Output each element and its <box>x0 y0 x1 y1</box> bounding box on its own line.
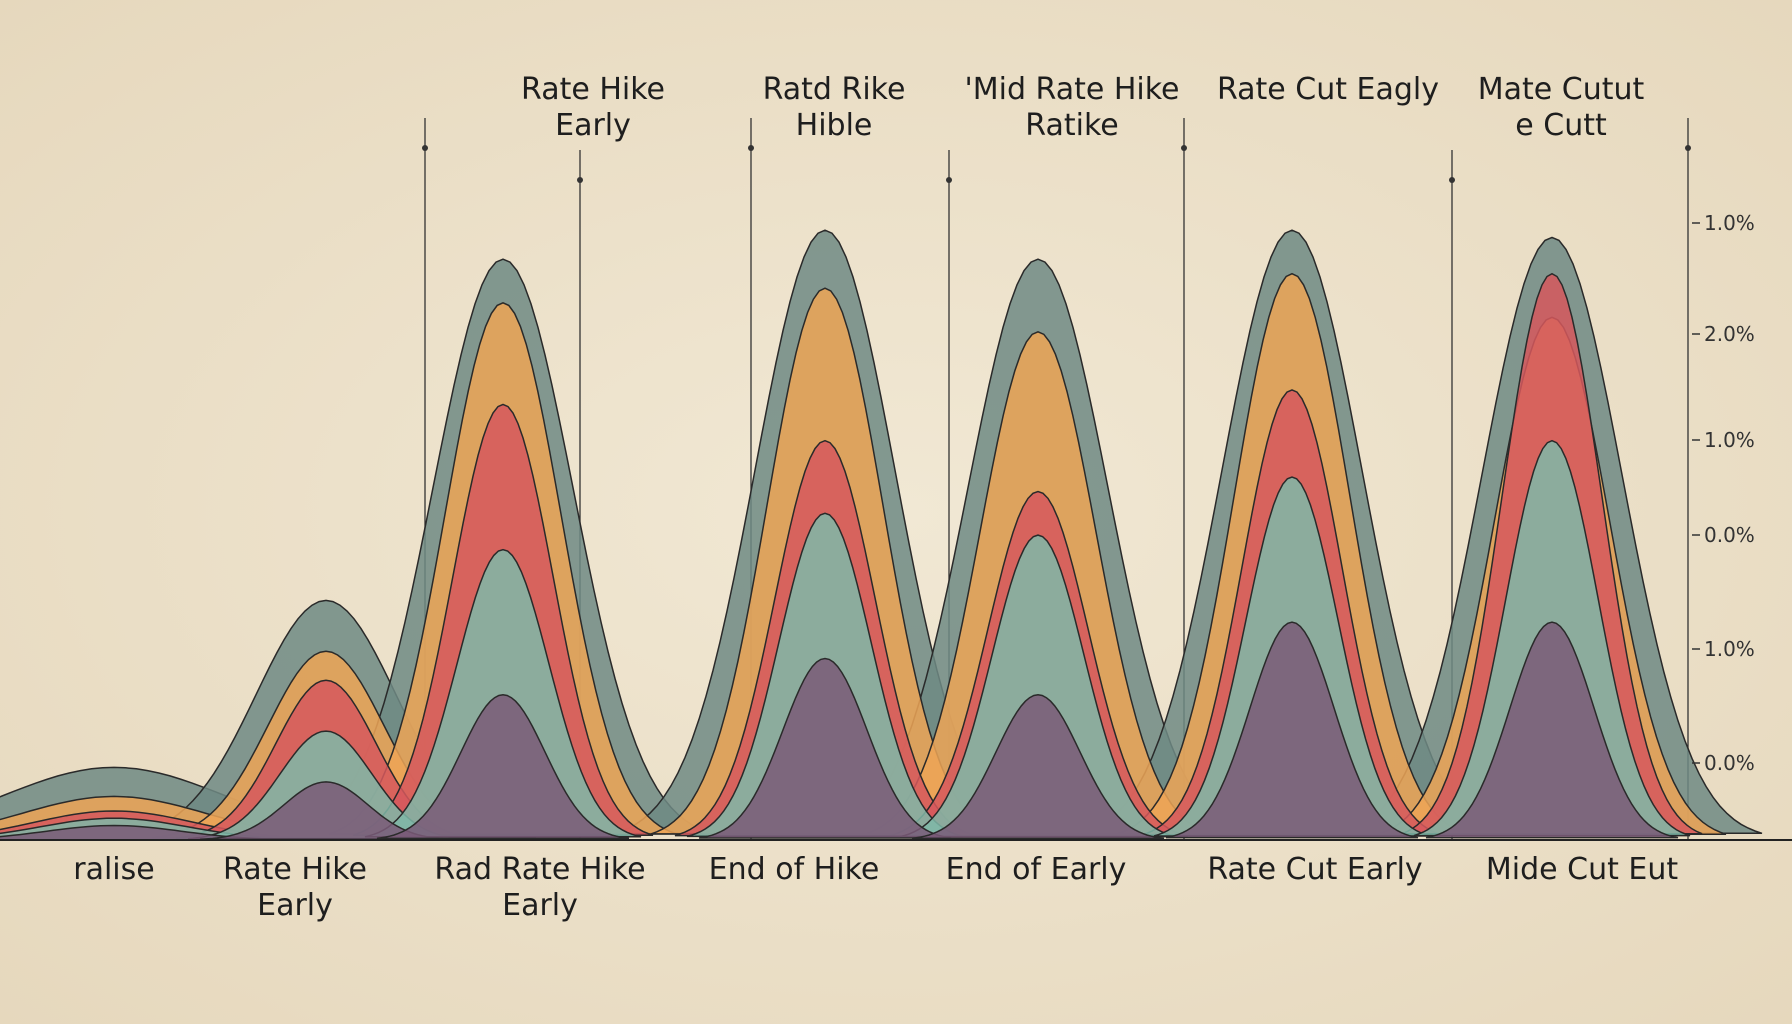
x-tick-label: ralise <box>73 852 155 887</box>
top-label: Rate Cut Eagly <box>1216 72 1440 107</box>
axis-label: 1.0% <box>1704 211 1755 235</box>
x-tick-label: Mide Cut Eut <box>1485 852 1679 887</box>
top-label: Ratd Rike Hible <box>762 72 906 143</box>
top-label: 'Mid Rate Hike Ratike <box>964 72 1180 143</box>
ridges <box>0 229 1763 841</box>
divider-dot <box>577 177 583 183</box>
ridge <box>899 534 1177 838</box>
ridge <box>376 694 630 840</box>
axis-label: 0.0% <box>1704 751 1755 775</box>
top-label: Mate Cutut e Cutt <box>1477 72 1645 143</box>
x-tick-label: End of Early <box>945 852 1127 887</box>
divider-dot <box>1181 145 1187 151</box>
divider-dot <box>946 177 952 183</box>
x-tick-label: Rad Rate Hike Early <box>434 852 646 923</box>
top-label: Rate Hike Early <box>521 72 665 143</box>
axis-label: 1.0% <box>1704 428 1755 452</box>
axis-label: 1.0% <box>1704 637 1755 661</box>
ridge <box>911 694 1165 840</box>
divider-dot <box>1685 145 1691 151</box>
x-tick-label: Rate Cut Early <box>1207 852 1423 887</box>
x-tick-label: End of Hike <box>708 852 880 887</box>
divider-dot <box>422 145 428 151</box>
axis-label: 0.0% <box>1704 523 1755 547</box>
ridge <box>698 657 952 839</box>
divider-dot <box>1449 177 1455 183</box>
divider-dot <box>748 145 754 151</box>
ridge <box>364 548 642 838</box>
ridge <box>1425 621 1679 839</box>
x-tick-label: Rate Hike Early <box>223 852 367 923</box>
ridge <box>1165 621 1419 839</box>
axis-label: 2.0% <box>1704 322 1755 346</box>
